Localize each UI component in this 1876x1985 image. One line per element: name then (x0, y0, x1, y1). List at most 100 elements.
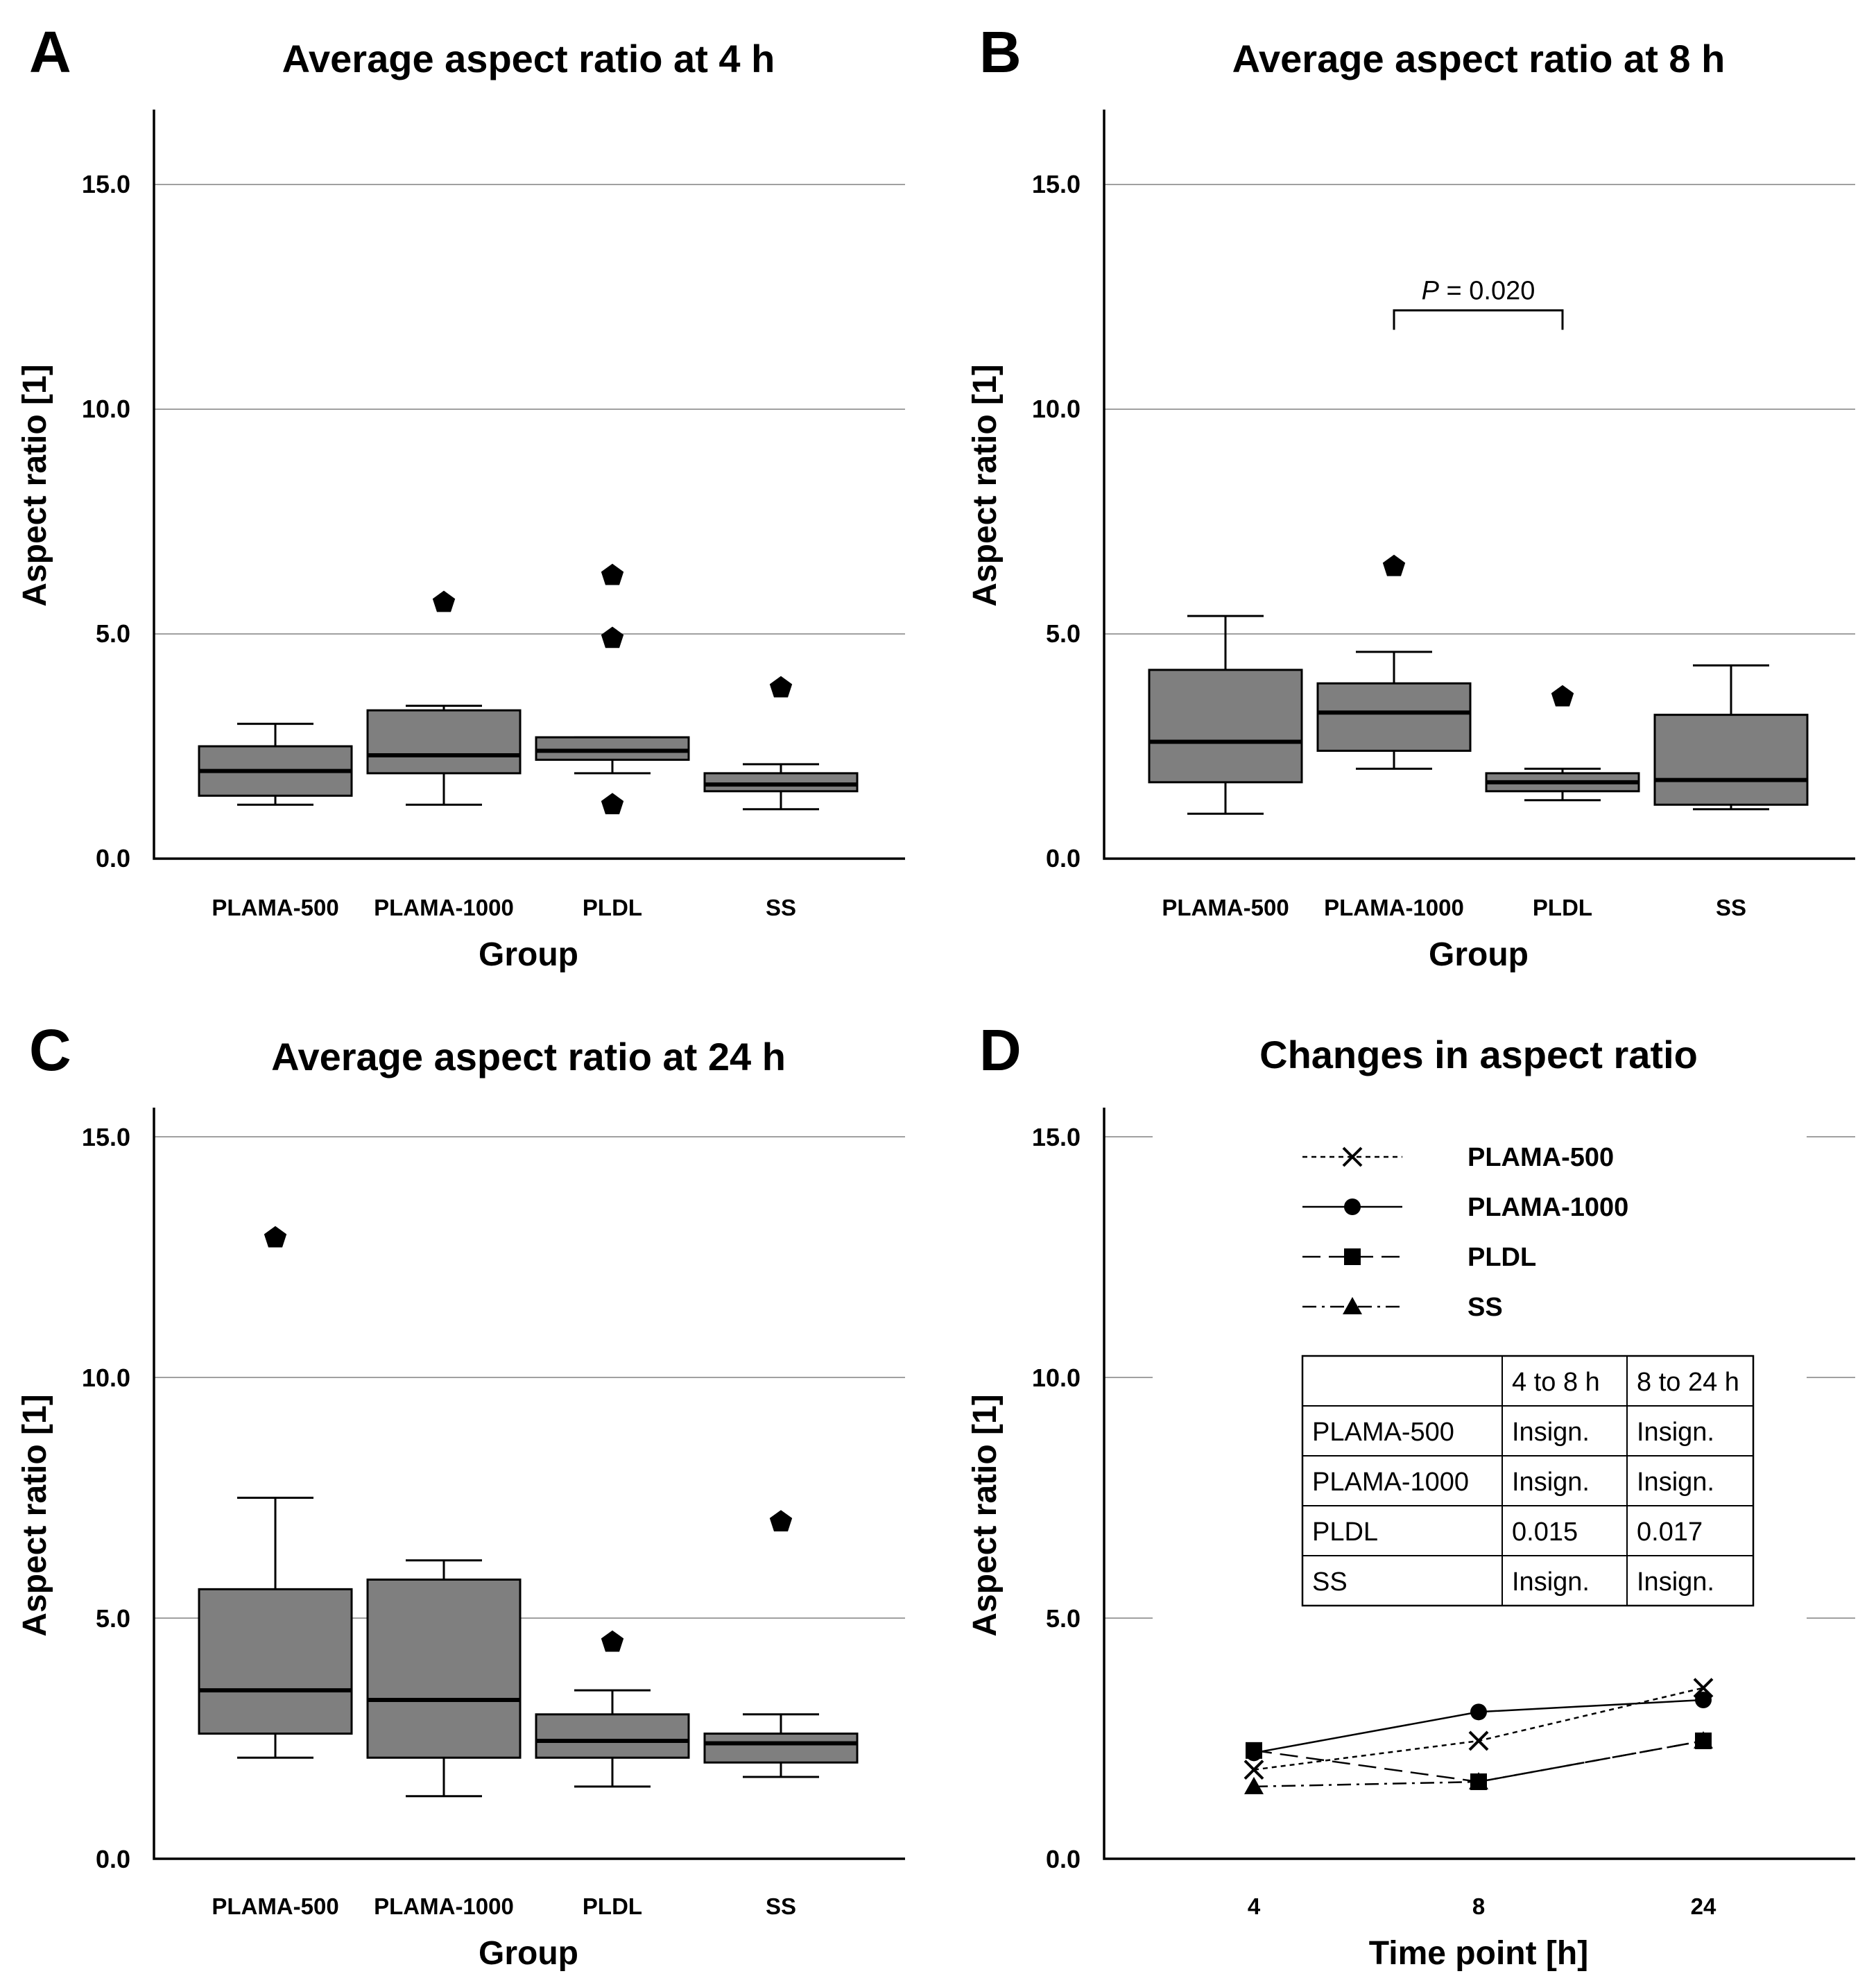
box-plama-500 (1148, 669, 1303, 784)
table-header-1: 4 to 8 h (1512, 1368, 1600, 1397)
table-cell-r4-0: SS (1312, 1567, 1348, 1597)
panel-d-ytick-10: 10.0 (1032, 1364, 1081, 1392)
panel-a-ytick-15: 15.0 (82, 170, 130, 198)
box-ss (703, 772, 859, 793)
table-cell-r4-1: Insign. (1512, 1567, 1590, 1597)
table-cell-r2-1: Insign. (1512, 1468, 1590, 1497)
panel-c-ytick-15: 15.0 (82, 1123, 130, 1151)
point-plama-500-4h (1244, 1760, 1264, 1780)
panel-b-xtick-ss: SS (1716, 895, 1746, 920)
panel-a-axes (153, 110, 905, 860)
legend-marker-pldl (1344, 1248, 1361, 1265)
panel-b-boxes (1148, 554, 1809, 815)
panel-b-letter: B (979, 19, 1022, 85)
panel-b: B Average aspect ratio at 8 h 0.0 5.0 10… (967, 19, 1855, 973)
panel-b-title: Average aspect ratio at 8 h (1232, 37, 1726, 80)
box-plama-1000 (366, 1578, 522, 1759)
point-ss-4h (1244, 1776, 1264, 1794)
panel-b-ytick-5: 5.0 (1046, 619, 1081, 648)
table-cell-r1-2: Insign. (1637, 1418, 1714, 1447)
table-cell-r1-1: Insign. (1512, 1418, 1590, 1447)
panel-c-axes (153, 1108, 905, 1860)
panel-b-y-axis-label: Aspect ratio [1] (967, 364, 1004, 606)
legend-marker-ss (1343, 1297, 1362, 1314)
panel-c: C Average aspect ratio at 24 h 0.0 5.0 1… (17, 1017, 905, 1972)
panel-d-gridlines (1104, 1136, 1855, 1619)
panel-b-xtick-pldl: PLDL (1533, 895, 1592, 920)
legend-marker-plama-500 (1342, 1146, 1363, 1167)
panel-c-letter: C (29, 1017, 71, 1083)
legend-label-plama-1000: PLAMA-1000 (1468, 1193, 1628, 1222)
legend-label-plama-500: PLAMA-500 (1468, 1143, 1614, 1172)
panel-a-xtick-ss: SS (766, 895, 796, 920)
point-pldl-4h (1246, 1742, 1262, 1759)
outlier-ss-0 (769, 676, 793, 698)
p-value: = 0.020 (1439, 276, 1535, 305)
panel-c-xtick-plama-1000: PLAMA-1000 (374, 1893, 514, 1919)
outlier-pldl-2 (601, 793, 624, 814)
point-plama-500-24h (1693, 1678, 1714, 1699)
panel-a-title: Average aspect ratio at 4 h (282, 37, 775, 80)
outlier-plama-1000-0 (432, 590, 456, 612)
point-plama-500-8h (1468, 1730, 1489, 1751)
table-cell-r1-0: PLAMA-500 (1312, 1418, 1454, 1447)
outlier-plama-1000-0 (1382, 554, 1406, 576)
panel-d-xtick-24: 24 (1691, 1893, 1716, 1919)
panel-a-xtick-plama-500: PLAMA-500 (212, 895, 338, 920)
panel-a-boxes (198, 563, 859, 814)
panel-d-axes (1103, 1108, 1855, 1860)
panel-d-letter: D (979, 1017, 1022, 1083)
panel-d-ytick-15: 15.0 (1032, 1123, 1081, 1151)
box-pldl (535, 1713, 690, 1759)
panel-d-y-axis-label: Aspect ratio [1] (967, 1394, 1004, 1636)
panel-d-xtick-8: 8 (1472, 1893, 1485, 1919)
panel-d-ytick-0: 0.0 (1046, 1845, 1081, 1873)
outlier-pldl-0 (1551, 685, 1574, 707)
panel-b-ytick-10: 10.0 (1032, 395, 1081, 423)
panel-a-x-axis-label: Group (479, 936, 578, 973)
panel-d-series (1244, 1678, 1714, 1794)
panel-b-ytick-0: 0.0 (1046, 844, 1081, 873)
panel-c-ytick-0: 0.0 (96, 1845, 130, 1873)
panel-d-legend: PLAMA-500 PLAMA-1000 PLDL SS (1302, 1143, 1628, 1322)
outlier-plama-500-0 (264, 1226, 287, 1248)
legend-label-ss: SS (1468, 1293, 1503, 1322)
panel-d-xtick-4: 4 (1248, 1893, 1261, 1919)
outlier-pldl-0 (601, 563, 624, 585)
panel-c-xtick-pldl: PLDL (583, 1893, 642, 1919)
panel-b-xtick-plama-1000: PLAMA-1000 (1324, 895, 1464, 920)
panel-c-ytick-10: 10.0 (82, 1364, 130, 1392)
panel-d: D Changes in aspect ratio 0.0 5.0 10.0 1… (967, 1017, 1855, 1972)
table-border (1301, 1355, 1755, 1607)
series-line-plama-500 (1253, 1687, 1704, 1771)
panel-a-y-axis-label: Aspect ratio [1] (17, 364, 53, 606)
panel-a-gridlines (154, 184, 905, 635)
panel-a-xtick-pldl: PLDL (583, 895, 642, 920)
point-plama-1000-8h (1470, 1703, 1487, 1721)
point-ss-8h (1469, 1771, 1488, 1789)
panel-c-xtick-ss: SS (766, 1893, 796, 1919)
panel-a-xtick-plama-1000: PLAMA-1000 (374, 895, 514, 920)
panel-d-x-axis-label: Time point [h] (1369, 1935, 1588, 1972)
table-cell-r3-1: 0.015 (1512, 1518, 1578, 1547)
panel-a-ytick-0: 0.0 (96, 844, 130, 873)
panel-a-ytick-5: 5.0 (96, 619, 130, 648)
outlier-pldl-1 (601, 626, 624, 648)
legend-label-pldl: PLDL (1468, 1243, 1536, 1272)
panel-a-ytick-10: 10.0 (82, 395, 130, 423)
table-cell-r4-2: Insign. (1637, 1567, 1714, 1597)
significance-label: P = 0.020 (1422, 276, 1535, 305)
box-ss (1653, 714, 1809, 806)
panel-c-xtick-plama-500: PLAMA-500 (212, 1893, 338, 1919)
table-header-2: 8 to 24 h (1637, 1368, 1739, 1397)
panel-c-gridlines (154, 1136, 905, 1619)
panel-a: A Average aspect ratio at 4 h 0.0 5.0 10… (17, 19, 905, 973)
panel-c-boxes (198, 1226, 859, 1798)
panel-b-xtick-plama-500: PLAMA-500 (1162, 895, 1289, 920)
p-symbol: P (1422, 276, 1440, 305)
panel-c-y-axis-label: Aspect ratio [1] (17, 1394, 53, 1636)
panel-d-title: Changes in aspect ratio (1259, 1033, 1698, 1076)
panel-b-gridlines (1104, 184, 1855, 635)
panel-b-significance: P = 0.020 (1393, 276, 1564, 330)
outlier-ss-0 (769, 1510, 793, 1531)
